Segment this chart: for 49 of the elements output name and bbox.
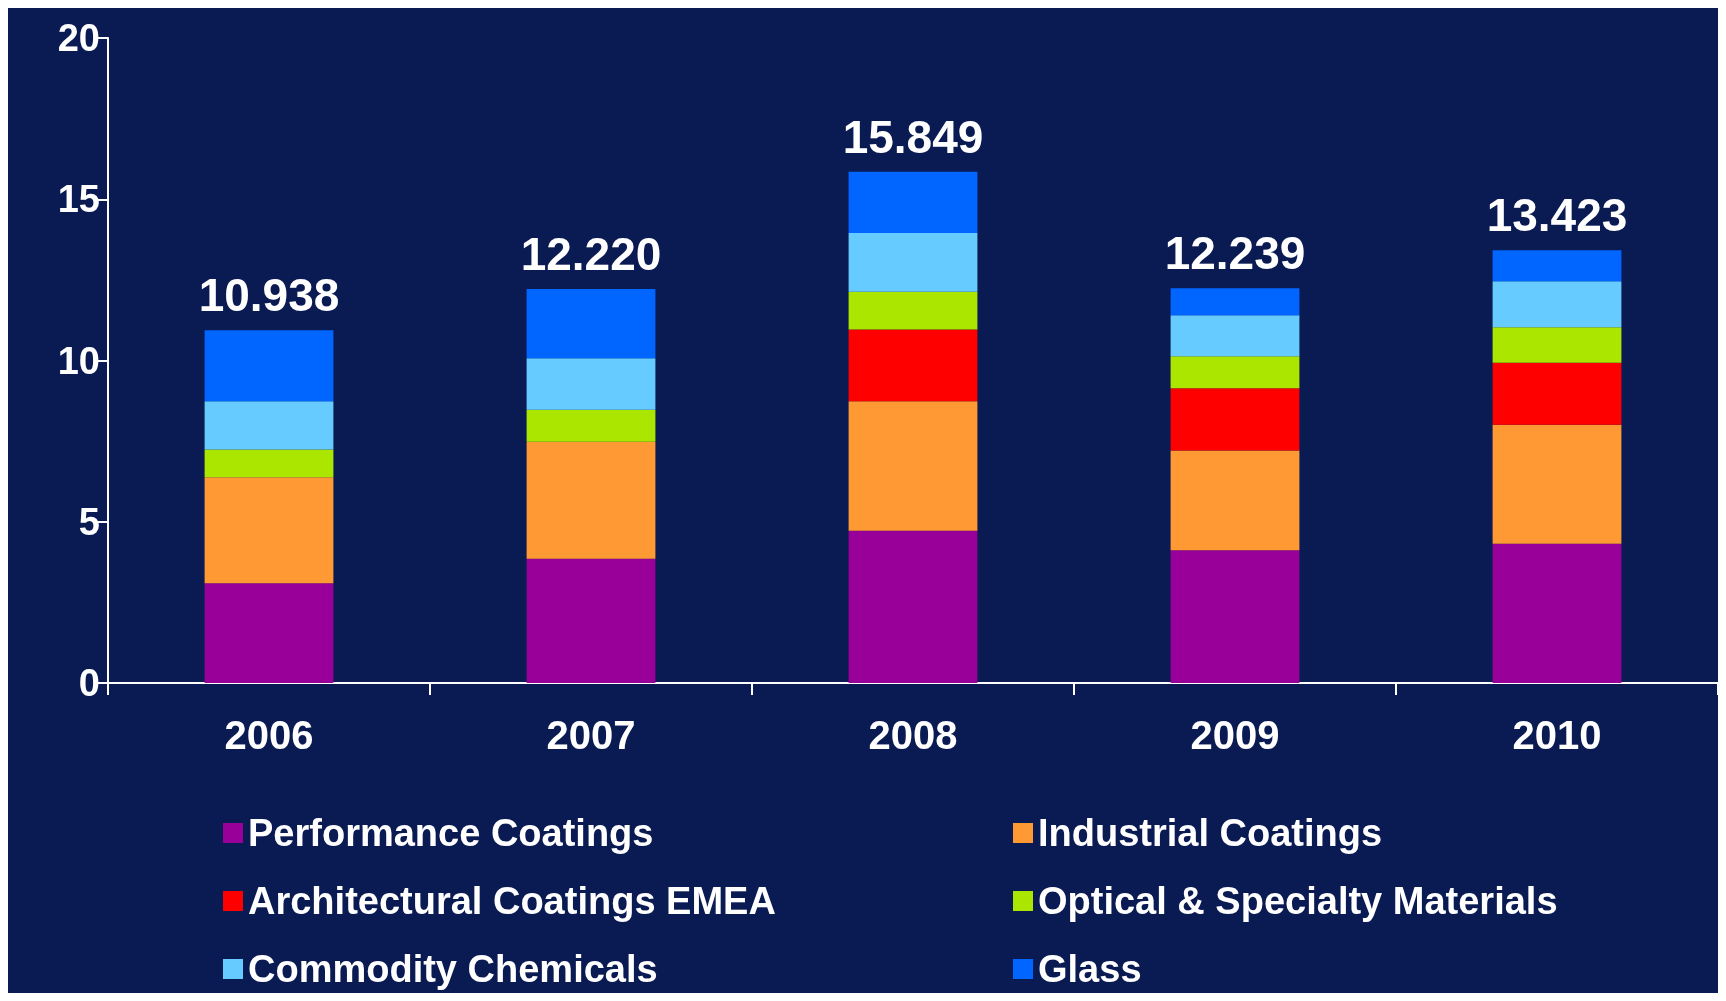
bar xyxy=(1170,450,1300,551)
y-tick-label: 20 xyxy=(57,17,100,59)
y-tick-label: 5 xyxy=(78,500,100,543)
bar xyxy=(1492,250,1622,282)
x-tick-label: 2008 xyxy=(868,713,958,757)
bar xyxy=(526,558,656,683)
legend-label: Industrial Coatings xyxy=(1038,812,1383,854)
bar xyxy=(1170,315,1300,357)
x-tick-label: 2009 xyxy=(1190,713,1280,757)
bar xyxy=(526,409,656,442)
bar xyxy=(526,358,656,410)
bar xyxy=(848,171,978,234)
bar xyxy=(204,583,334,683)
x-tick-label: 2007 xyxy=(546,713,636,757)
legend-label: Performance Coatings xyxy=(248,812,654,854)
bar xyxy=(204,401,334,450)
bar xyxy=(848,233,978,292)
bar xyxy=(848,530,978,683)
bar xyxy=(1492,424,1622,544)
total-label: 15.849 xyxy=(842,110,984,163)
bar xyxy=(526,288,656,359)
legend-label: Optical & Specialty Materials xyxy=(1038,880,1558,922)
bar xyxy=(848,401,978,531)
total-label: 13.423 xyxy=(1486,189,1628,242)
total-label: 12.239 xyxy=(1164,227,1306,280)
legend-label: Commodity Chemicals xyxy=(248,948,658,990)
bar xyxy=(204,449,334,478)
bar xyxy=(1492,281,1622,328)
bar xyxy=(1492,543,1622,683)
bar xyxy=(204,477,334,584)
legend-label: Architectural Coatings EMEA xyxy=(248,880,776,922)
legend-label: Glass xyxy=(1038,948,1142,990)
bar xyxy=(1170,550,1300,683)
x-tick-label: 2010 xyxy=(1512,713,1602,757)
y-tick-label: 15 xyxy=(57,178,100,221)
x-tick-label: 2006 xyxy=(224,713,314,757)
bar xyxy=(1492,362,1622,425)
bar xyxy=(1170,356,1300,389)
y-tick-label: 10 xyxy=(57,339,100,382)
total-label: 12.220 xyxy=(520,227,662,280)
bar xyxy=(526,441,656,559)
bar xyxy=(848,329,978,402)
total-label: 10.938 xyxy=(198,269,340,322)
bar xyxy=(1170,288,1300,316)
bar xyxy=(204,330,334,402)
bar xyxy=(848,291,978,330)
bar xyxy=(1170,388,1300,451)
bar xyxy=(1492,327,1622,363)
y-tick-label: 0 xyxy=(78,662,100,704)
